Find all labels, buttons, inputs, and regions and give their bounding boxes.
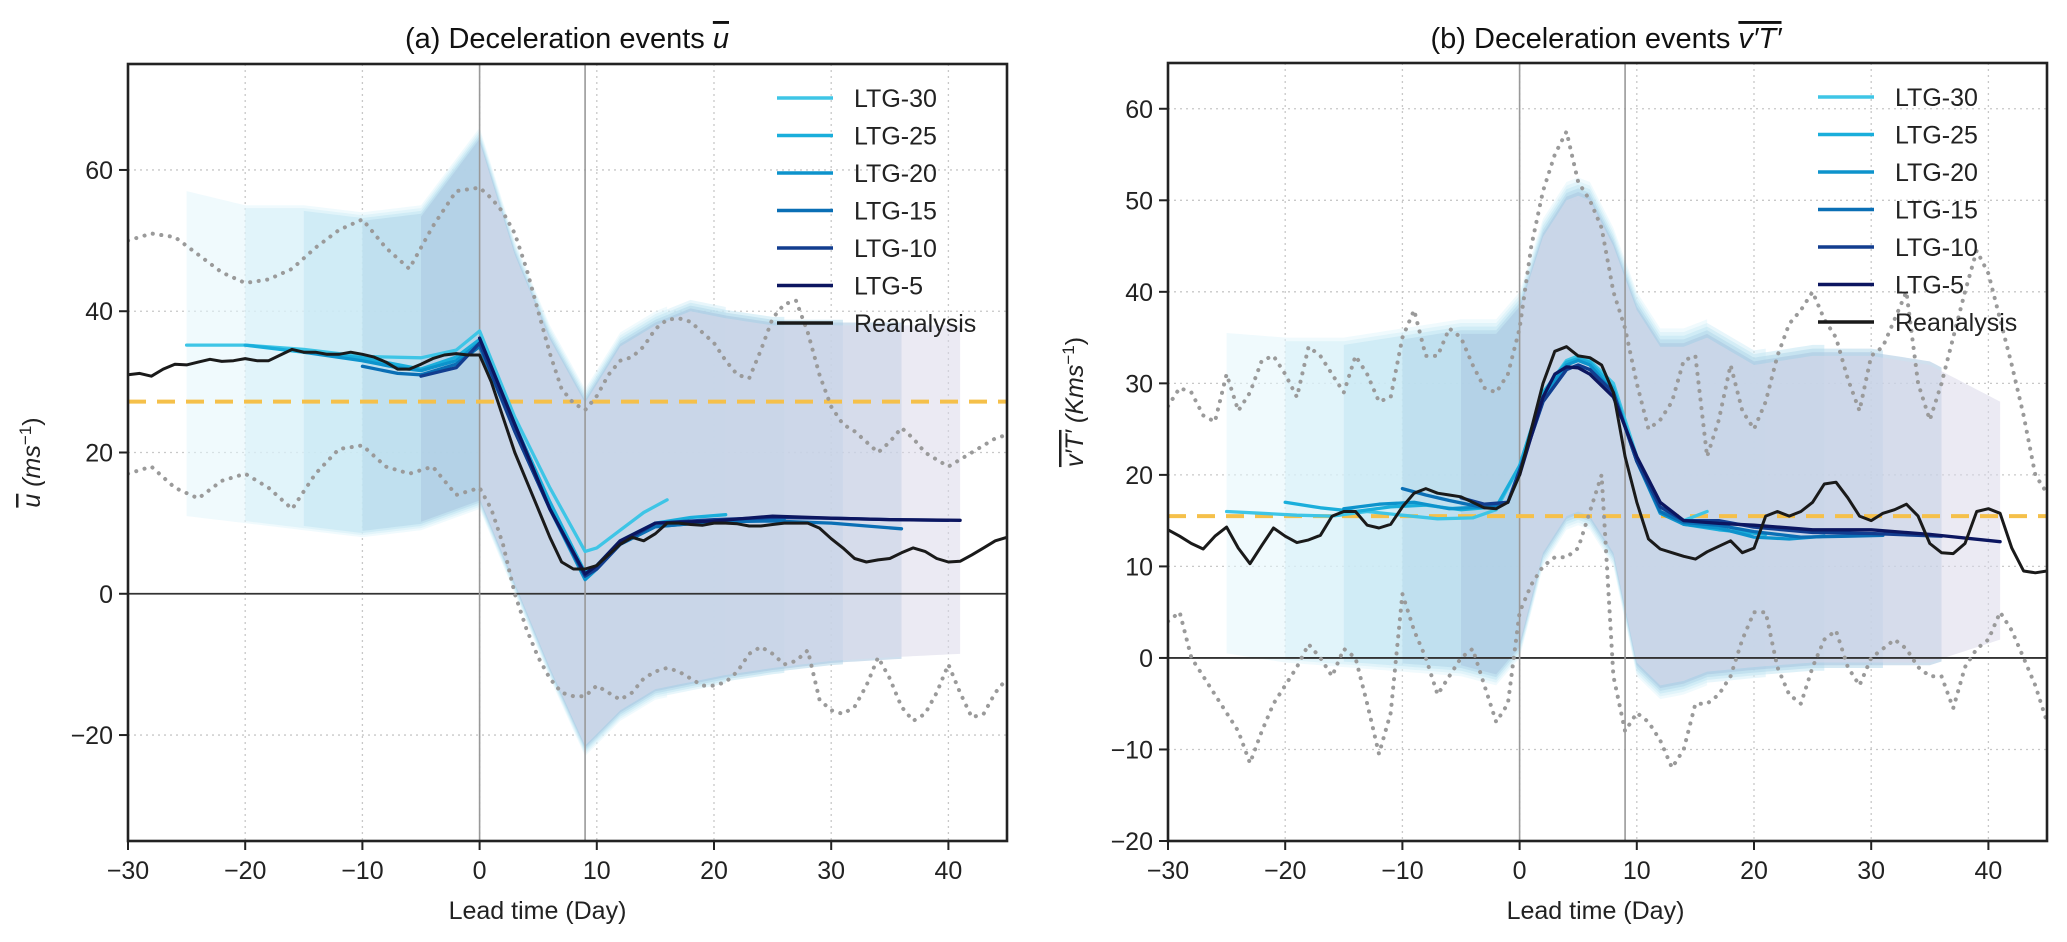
x-tick-label: 40 xyxy=(1974,857,2002,885)
envelope-ltg-5 xyxy=(479,141,961,746)
x-tick-label: −10 xyxy=(1381,857,1423,885)
y-tick-label: −20 xyxy=(71,722,113,750)
series-ltg-5 xyxy=(477,336,962,576)
panel-b-title: (b) Deceleration events v′T′ xyxy=(1431,23,1784,55)
envelope-ltg-5 xyxy=(1519,195,2001,686)
y-tick-label: −20 xyxy=(1111,828,1153,856)
x-tick-label: 10 xyxy=(1623,857,1651,885)
series-upper-dotted xyxy=(128,185,1007,469)
legend-label-ltg-30: LTG-30 xyxy=(1895,84,1978,112)
x-axis-label: Lead time (Day) xyxy=(449,897,627,925)
legend-label-ltg-15: LTG-15 xyxy=(854,198,937,226)
series-reanalysis xyxy=(128,347,1007,571)
y-tick-label: 60 xyxy=(1125,96,1153,124)
legend-label-ltg-20: LTG-20 xyxy=(854,160,937,188)
y-axis-label: u (ms−1) xyxy=(16,417,47,507)
legend-label-reanalysis: Reanalysis xyxy=(1895,309,2017,337)
series-lower-dotted xyxy=(128,443,1007,723)
legend-label-ltg-5: LTG-5 xyxy=(1895,272,1964,300)
panel-b: (b) Deceleration events v′T′ −30 −20 −10 0 1… xyxy=(1059,23,2049,925)
plot-area xyxy=(128,64,1007,841)
panel-a: (a) Deceleration events u −30 −20 −10 0 10 20… xyxy=(16,23,1009,925)
y-tick-label: 30 xyxy=(1125,370,1153,398)
panel-a-title-prefix: (a) Deceleration events xyxy=(405,23,713,55)
y-tick-label: 0 xyxy=(1139,645,1153,673)
legend-label-ltg-25: LTG-25 xyxy=(1895,122,1978,150)
x-tick-label: −10 xyxy=(341,857,383,885)
legend-label-ltg-30: LTG-30 xyxy=(854,85,937,113)
x-tick-label: 30 xyxy=(817,857,845,885)
x-tick-label: 40 xyxy=(934,857,962,885)
series-lower-dotted xyxy=(1168,472,2047,770)
x-tick-label: 20 xyxy=(700,857,728,885)
series-reanalysis xyxy=(1168,345,2047,575)
y-tick-label: 20 xyxy=(1125,462,1153,490)
x-tick-label: −30 xyxy=(107,857,149,885)
series-ltg-20 xyxy=(1342,358,1826,541)
legend-label-ltg-10: LTG-10 xyxy=(854,235,937,263)
series-upper-dotted xyxy=(1168,129,2047,496)
y-axis-label: v′T′ (Kms−1) xyxy=(1059,337,1090,467)
legend-label-ltg-25: LTG-25 xyxy=(854,123,937,151)
panel-b-title-prefix: (b) Deceleration events xyxy=(1431,23,1739,55)
y-tick-label: 40 xyxy=(85,298,113,326)
y-tick-label: 60 xyxy=(85,157,113,185)
panel-b-title-symbol: v′T′ xyxy=(1738,23,1783,55)
legend-label-ltg-10: LTG-10 xyxy=(1895,234,1978,262)
panel-a-title-symbol: u xyxy=(713,23,729,55)
series-ltg-5 xyxy=(1517,365,2002,544)
x-tick-label: −20 xyxy=(224,857,266,885)
y-tick-label: −10 xyxy=(1111,736,1153,764)
plot-area xyxy=(1168,63,2047,841)
legend-label-reanalysis: Reanalysis xyxy=(854,310,976,338)
plot-frame xyxy=(1166,61,2049,843)
legend: LTG-30 LTG-25 LTG-20 LTG-15 LTG-10 LTG-5 Reana… xyxy=(777,85,976,338)
legend-label-ltg-15: LTG-15 xyxy=(1895,197,1978,225)
x-tick-label: 20 xyxy=(1740,857,1768,885)
y-tick-label: 40 xyxy=(1125,279,1153,307)
y-tick-label: 50 xyxy=(1125,187,1153,215)
y-tick-label: 10 xyxy=(1125,553,1153,581)
legend-label-ltg-20: LTG-20 xyxy=(1895,159,1978,187)
y-tick-label: 0 xyxy=(99,581,113,609)
x-tick-label: 0 xyxy=(1513,857,1527,885)
x-tick-label: −30 xyxy=(1147,857,1189,885)
legend: LTG-30 LTG-25 LTG-20 LTG-15 LTG-10 LTG-5 Reana… xyxy=(1818,84,2017,337)
x-tick-label: 0 xyxy=(473,857,487,885)
legend-label-ltg-5: LTG-5 xyxy=(854,273,923,301)
x-tick-label: 30 xyxy=(1857,857,1885,885)
series-ltg-30 xyxy=(184,329,669,554)
x-tick-label: −20 xyxy=(1264,857,1306,885)
y-tick-label: 20 xyxy=(85,440,113,468)
x-tick-label: 10 xyxy=(583,857,611,885)
x-axis-label: Lead time (Day) xyxy=(1507,897,1685,925)
panel-a-title: (a) Deceleration events u xyxy=(405,23,729,55)
